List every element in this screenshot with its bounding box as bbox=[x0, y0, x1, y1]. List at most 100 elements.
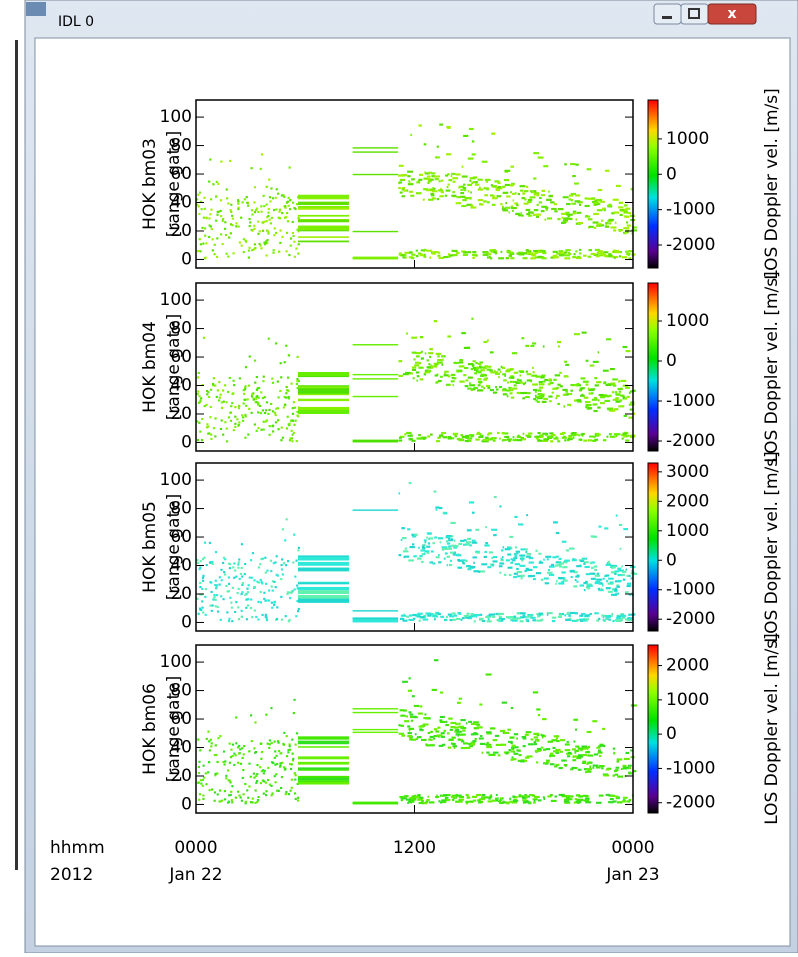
data-pixel bbox=[292, 753, 294, 755]
data-pixel bbox=[454, 615, 457, 617]
data-pixel bbox=[619, 202, 621, 204]
data-pixel bbox=[524, 760, 527, 762]
data-pixel bbox=[199, 586, 201, 588]
data-pixel bbox=[261, 614, 263, 616]
data-pixel bbox=[480, 369, 485, 371]
data-pixel bbox=[294, 778, 296, 780]
colorbar-tick-label: -2000 bbox=[666, 235, 715, 255]
data-pixel bbox=[204, 596, 206, 598]
data-pixel bbox=[217, 611, 219, 613]
data-pixel bbox=[628, 765, 632, 767]
data-pixel bbox=[559, 565, 562, 567]
data-pixel bbox=[625, 251, 629, 253]
data-pixel bbox=[539, 383, 545, 385]
data-pixel bbox=[211, 561, 213, 563]
data-pixel bbox=[564, 163, 567, 165]
data-pixel bbox=[543, 559, 545, 561]
data-pixel bbox=[555, 397, 557, 399]
y-axis-label: HOK bm03 bbox=[140, 138, 160, 230]
data-pixel bbox=[198, 422, 200, 424]
data-pixel bbox=[521, 337, 524, 339]
data-pixel bbox=[431, 172, 435, 174]
data-pixel bbox=[205, 588, 207, 590]
data-pixel bbox=[473, 733, 479, 735]
data-pixel bbox=[201, 607, 203, 609]
data-pixel bbox=[270, 560, 272, 562]
data-pixel bbox=[537, 432, 540, 434]
data-pixel bbox=[265, 614, 267, 616]
data-pixel bbox=[418, 352, 421, 354]
data-pixel bbox=[429, 348, 433, 350]
data-pixel bbox=[598, 526, 601, 528]
data-pixel bbox=[526, 556, 531, 558]
data-pixel bbox=[449, 615, 454, 617]
data-pixel bbox=[616, 435, 618, 437]
data-pixel bbox=[424, 143, 427, 145]
data-pixel bbox=[234, 611, 236, 613]
data-pixel bbox=[513, 557, 517, 559]
data-pixel bbox=[437, 437, 439, 439]
data-pixel bbox=[270, 570, 272, 572]
data-pixel bbox=[272, 410, 274, 412]
data-pixel bbox=[479, 382, 482, 384]
data-pixel bbox=[454, 434, 457, 436]
data-pixel bbox=[257, 799, 259, 801]
data-pixel bbox=[469, 384, 475, 386]
maximize-button[interactable] bbox=[681, 4, 708, 24]
data-pixel bbox=[406, 616, 409, 618]
data-pixel bbox=[268, 409, 270, 411]
data-pixel bbox=[263, 221, 265, 223]
data-pixel bbox=[580, 434, 582, 436]
data-pixel bbox=[493, 249, 496, 251]
data-pixel bbox=[476, 367, 479, 369]
data-pixel bbox=[587, 731, 592, 733]
data-pixel bbox=[253, 777, 255, 779]
data-pixel bbox=[427, 176, 431, 178]
data-pixel bbox=[517, 379, 522, 381]
data-pixel bbox=[489, 551, 493, 553]
data-pixel bbox=[435, 175, 440, 177]
data-pixel bbox=[214, 435, 216, 437]
data-pixel bbox=[402, 620, 407, 622]
data-pixel bbox=[289, 208, 291, 210]
data-pixel bbox=[463, 135, 468, 137]
data-pixel bbox=[595, 249, 600, 251]
data-pixel bbox=[224, 760, 226, 762]
colorbar-tick-label: -2000 bbox=[666, 609, 715, 629]
data-pixel bbox=[215, 599, 217, 601]
data-pixel bbox=[562, 437, 567, 439]
data-pixel bbox=[458, 543, 462, 545]
y-axis-label: [range gate] bbox=[164, 494, 184, 600]
data-pixel bbox=[584, 800, 590, 802]
data-pixel bbox=[528, 199, 532, 201]
data-pixel bbox=[245, 801, 247, 803]
data-pixel bbox=[520, 190, 523, 192]
data-pixel bbox=[272, 382, 274, 384]
data-pixel bbox=[618, 388, 623, 390]
minimize-button[interactable] bbox=[654, 4, 681, 24]
data-pixel bbox=[353, 378, 399, 379]
data-pixel bbox=[260, 601, 262, 603]
data-pixel bbox=[528, 743, 534, 745]
data-pixel bbox=[587, 168, 592, 170]
data-pixel bbox=[408, 559, 414, 561]
data-pixel bbox=[516, 204, 518, 206]
data-pixel bbox=[597, 573, 599, 575]
data-pixel bbox=[585, 205, 590, 207]
data-pixel bbox=[421, 561, 424, 563]
data-pixel bbox=[530, 345, 534, 347]
data-pixel bbox=[228, 583, 230, 585]
data-pixel bbox=[514, 555, 517, 557]
data-pixel bbox=[435, 374, 438, 376]
data-pixel bbox=[254, 802, 256, 804]
data-pixel bbox=[450, 729, 453, 731]
data-pixel bbox=[593, 202, 599, 204]
data-pixel bbox=[556, 532, 560, 534]
colorbar-tick-label: 1000 bbox=[666, 129, 709, 149]
data-pixel bbox=[272, 197, 274, 199]
data-pixel bbox=[623, 579, 626, 581]
data-pixel bbox=[217, 389, 219, 391]
y-tick-label: 0 bbox=[181, 794, 192, 814]
data-pixel bbox=[226, 440, 228, 442]
data-pixel bbox=[198, 402, 200, 404]
